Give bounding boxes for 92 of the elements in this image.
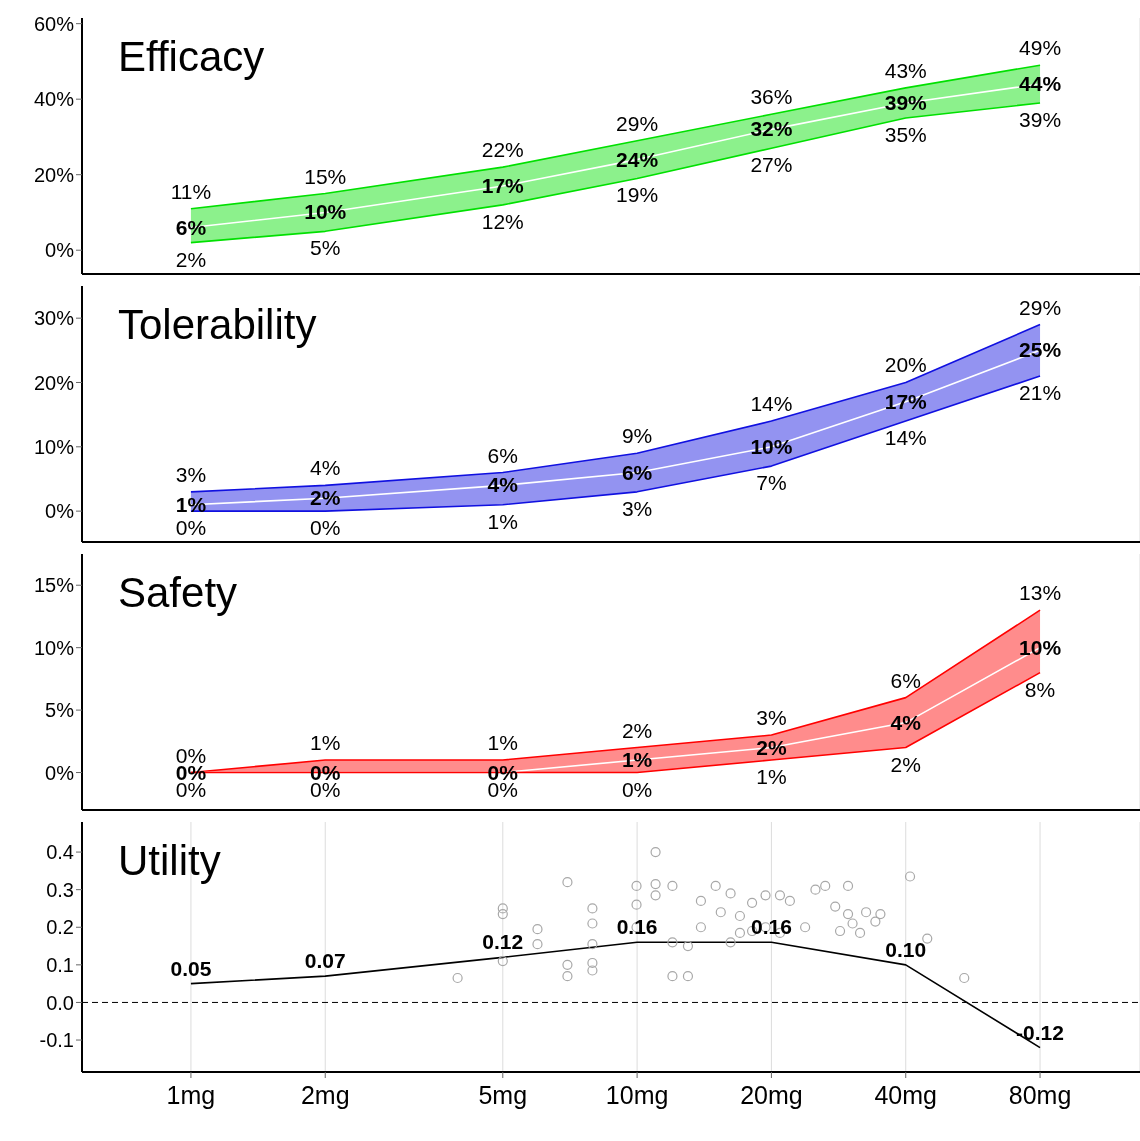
data-label: 2% (890, 752, 921, 776)
data-label: 1% (621, 748, 653, 772)
data-label: 14% (750, 392, 793, 416)
data-label: 1% (310, 731, 341, 755)
chart-title: Safety (118, 569, 238, 616)
data-label: 17% (884, 389, 928, 413)
data-label: 2% (175, 247, 207, 271)
data-label: 2% (310, 486, 341, 510)
data-label: 6% (890, 668, 921, 692)
data-label: 1% (487, 731, 518, 755)
data-label: 3% (175, 462, 207, 486)
x-tick-label: 1mg (166, 1080, 216, 1109)
data-label: 10% (1019, 635, 1062, 659)
data-label: 0% (310, 516, 341, 540)
data-label: 2% (756, 735, 787, 759)
x-tick-label: 10mg (605, 1080, 669, 1109)
data-label: 5% (310, 236, 341, 260)
data-label: 4% (890, 710, 922, 734)
data-label: 0.12 (482, 930, 524, 954)
x-tick-label: 20mg (740, 1080, 803, 1109)
data-label: 10% (750, 434, 793, 458)
data-label: 43% (884, 58, 927, 82)
x-tick-label: 40mg (874, 1080, 938, 1109)
x-tick-label: 2mg (300, 1080, 350, 1109)
data-label: 15% (304, 164, 347, 188)
data-label: 7% (756, 471, 787, 495)
data-label: 13% (1019, 581, 1062, 605)
data-label: 0.07 (304, 949, 346, 973)
chart-title: Utility (118, 837, 221, 884)
y-tick-label: 10% (33, 636, 75, 659)
data-label: 29% (1019, 295, 1062, 319)
y-tick-label: 0.0 (46, 991, 74, 1014)
y-tick-label: 20% (33, 371, 75, 394)
data-label: 36% (750, 85, 793, 109)
data-label: 0% (175, 516, 207, 540)
y-tick-label: 0% (45, 761, 75, 784)
data-label: 3% (621, 496, 653, 520)
data-label: 0% (621, 777, 653, 801)
y-tick-label: 0% (45, 500, 75, 523)
y-tick-label: 0.3 (46, 878, 74, 901)
y-tick-label: 30% (33, 307, 75, 330)
data-label: 29% (616, 111, 659, 135)
data-label: 11% (170, 179, 212, 203)
y-tick-label: 40% (33, 88, 75, 111)
data-label: 32% (750, 117, 793, 141)
data-label: 6% (487, 443, 518, 467)
y-tick-label: 0% (45, 239, 75, 262)
data-label: 14% (884, 426, 927, 450)
data-label: -0.12 (1016, 1020, 1064, 1044)
data-label: 39% (884, 90, 928, 114)
data-label: 6% (621, 460, 653, 484)
y-tick-label: 20% (33, 163, 75, 186)
data-label: 49% (1019, 36, 1062, 60)
data-label: 4% (310, 456, 341, 480)
data-label: 24% (616, 147, 659, 171)
data-label: 2% (621, 718, 653, 742)
y-tick-label: 60% (33, 12, 75, 35)
data-label: 19% (616, 183, 659, 207)
y-tick-label: 0.1 (46, 953, 74, 976)
data-label: 17% (481, 174, 525, 198)
data-label: 20% (884, 353, 927, 377)
data-label: 0.16 (616, 915, 658, 939)
data-label: 1% (487, 509, 518, 533)
data-label: 1% (756, 765, 787, 789)
x-tick-label: 5mg (478, 1080, 528, 1109)
data-label: 22% (481, 138, 524, 162)
data-label: 8% (1024, 677, 1056, 701)
data-label: 27% (750, 153, 793, 177)
chart-title: Tolerability (118, 301, 317, 348)
y-tick-label: 0.4 (46, 841, 74, 864)
y-tick-label: -0.1 (39, 1029, 74, 1052)
data-label: 1% (175, 492, 207, 516)
y-tick-label: 15% (33, 574, 75, 597)
y-tick-label: 10% (33, 435, 75, 458)
data-label: 12% (481, 209, 524, 233)
data-label: 0.05 (170, 956, 212, 980)
data-label: 0.16 (750, 915, 792, 939)
data-label: 9% (621, 424, 653, 448)
y-tick-label: 5% (45, 699, 75, 722)
data-label: 0.10 (885, 937, 927, 961)
x-tick-label: 80mg (1008, 1080, 1072, 1109)
data-label: 6% (175, 215, 207, 239)
data-label: 39% (1019, 107, 1062, 131)
y-tick-label: 0.2 (46, 916, 74, 939)
data-label: 35% (884, 123, 927, 147)
chart-title: Efficacy (118, 33, 265, 80)
data-label: 44% (1019, 72, 1062, 96)
data-label: 21% (1019, 381, 1062, 405)
data-label: 4% (487, 473, 519, 497)
data-label: 25% (1019, 338, 1062, 362)
data-label: 10% (304, 200, 347, 224)
data-label: 3% (756, 706, 787, 730)
